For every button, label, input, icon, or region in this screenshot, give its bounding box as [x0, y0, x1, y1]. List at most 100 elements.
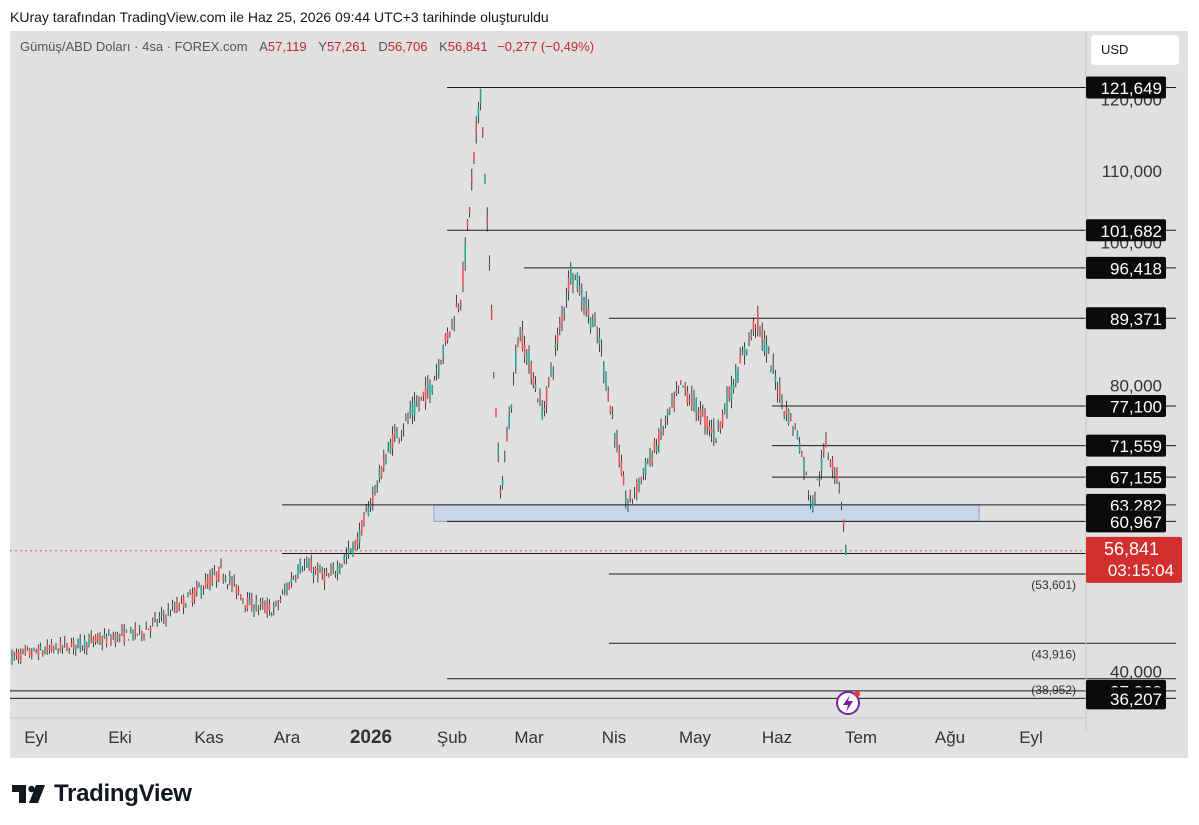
candle-body: [339, 567, 341, 571]
candle-body: [823, 449, 825, 452]
candle-body: [321, 571, 323, 575]
candle-body: [380, 467, 383, 478]
candle-body: [792, 429, 794, 431]
candle-body: [831, 460, 834, 471]
candle-body: [383, 458, 385, 468]
candle-body: [68, 651, 70, 653]
price-chart[interactable]: (53,601)(43,916)(38,952) 120,000110,0001…: [10, 31, 1188, 758]
candle-body: [675, 389, 678, 394]
candle-body: [499, 489, 502, 494]
support-zone: [433, 504, 980, 522]
candle-body: [110, 638, 112, 643]
y-axis-tick-label: 110,000: [1102, 162, 1162, 181]
candle-body: [647, 463, 649, 465]
level-tag-label: 71,559: [1110, 437, 1162, 456]
candle-body: [268, 604, 271, 610]
candle-body: [59, 641, 62, 652]
candle-body: [625, 496, 627, 502]
candle-body: [429, 382, 431, 397]
candle-body: [314, 568, 317, 571]
candle-body: [169, 615, 172, 617]
candle-body: [204, 579, 207, 589]
chart-area[interactable]: (53,601) (43,916) (38,952) 120,000 110,000 1…: [10, 31, 1188, 758]
candle-body: [22, 649, 24, 651]
bar-countdown: 03:15:04: [1108, 561, 1174, 580]
y-axis-tick-label: 80,000: [1110, 376, 1162, 395]
candle-body: [145, 628, 147, 630]
candle-body: [578, 286, 581, 294]
chart-background: [10, 31, 1188, 758]
candle-body: [545, 387, 548, 406]
candle-body: [127, 639, 130, 641]
candle-body: [178, 606, 180, 610]
candle-body: [794, 425, 796, 428]
candle-body: [356, 537, 359, 545]
candle-body: [193, 589, 196, 599]
candle-body: [108, 632, 110, 635]
candle-body: [44, 650, 46, 653]
level-tag: [1086, 76, 1166, 99]
candle-body: [306, 561, 308, 568]
candle-body: [391, 434, 394, 450]
candle-body: [374, 486, 376, 488]
candle-body: [112, 636, 114, 638]
candle-body: [493, 372, 495, 374]
tradingview-brand: TradingView: [12, 780, 192, 808]
candle-body: [713, 426, 715, 439]
candle-body: [350, 548, 352, 552]
candle-body: [385, 458, 387, 465]
candle-body: [26, 648, 29, 650]
low-label: D: [378, 39, 388, 54]
candle-body: [715, 439, 717, 440]
candle-body: [90, 636, 92, 638]
candle-body: [561, 314, 563, 324]
candle-body: [669, 410, 671, 412]
candle-body: [554, 344, 557, 348]
candle-body: [710, 427, 713, 434]
candle-body: [567, 277, 570, 292]
candle-body: [281, 591, 284, 593]
candle-body: [504, 456, 506, 458]
x-axis-tick-label: Tem: [845, 728, 877, 747]
candle-body: [574, 274, 576, 276]
chart-caption: KUray tarafından TradingView.com ile Haz…: [10, 9, 549, 25]
candle-body: [497, 450, 499, 456]
candle-body: [798, 442, 801, 452]
candle-body: [691, 394, 693, 407]
candle-body: [187, 593, 189, 597]
candle-body: [517, 343, 519, 347]
candle-body: [662, 430, 664, 434]
candle-body: [534, 384, 537, 389]
currency-selector[interactable]: USD: [1091, 35, 1179, 65]
x-axis-tick-label: Eyl: [1019, 728, 1043, 747]
candle-body: [31, 654, 33, 656]
candle-body: [94, 635, 97, 643]
candle-body: [510, 404, 513, 409]
candle-body: [200, 586, 202, 595]
high-value: 57,261: [326, 39, 367, 54]
candle-body: [677, 386, 680, 388]
candle-body: [407, 417, 409, 421]
candle-body: [515, 353, 517, 370]
level-tag: [1086, 219, 1166, 242]
candle-body: [490, 308, 493, 320]
candle-body: [801, 452, 803, 457]
candle-body: [92, 637, 95, 643]
candle-body: [737, 369, 739, 381]
candle-body: [526, 352, 528, 360]
candle-body: [552, 370, 554, 372]
candle-body: [152, 620, 154, 622]
level-tag-label: 101,682: [1101, 222, 1162, 241]
candle-body: [143, 635, 145, 637]
candle-body: [158, 616, 161, 619]
projection-label: (53,601): [1031, 578, 1076, 592]
x-axis-tick-label: Eyl: [24, 728, 48, 747]
candle-body: [37, 646, 40, 658]
candle-body: [308, 564, 310, 567]
candle-body: [444, 334, 447, 342]
candle-body: [576, 273, 579, 290]
candle-body: [114, 633, 117, 644]
candle-body: [328, 576, 330, 578]
candle-body: [163, 616, 165, 618]
candle-body: [413, 400, 416, 415]
